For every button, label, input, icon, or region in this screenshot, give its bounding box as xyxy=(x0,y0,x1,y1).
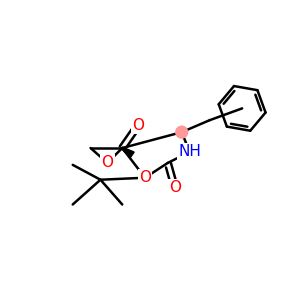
Text: O: O xyxy=(169,180,181,195)
Text: O: O xyxy=(132,118,144,133)
Circle shape xyxy=(176,126,188,138)
Text: NH: NH xyxy=(178,145,201,160)
Text: O: O xyxy=(139,170,151,185)
Text: O: O xyxy=(101,155,113,170)
Polygon shape xyxy=(122,147,134,158)
